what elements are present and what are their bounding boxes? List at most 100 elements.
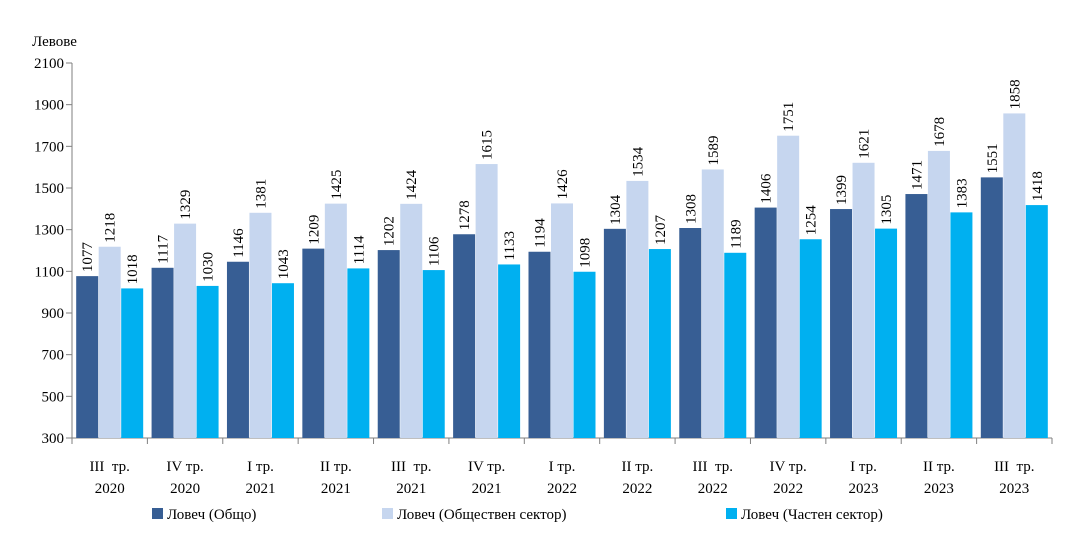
bar (377, 250, 400, 438)
x-tick-label-year: 2021 (472, 481, 502, 497)
x-tick-label-year: 2023 (924, 481, 954, 497)
y-tick-label: 1700 (34, 139, 64, 155)
data-label: 1098 (578, 238, 594, 268)
data-label-background (801, 199, 820, 236)
data-label: 1425 (329, 170, 345, 200)
x-tick-label-quarter: IV тр. (166, 459, 203, 475)
data-label: 1621 (857, 129, 873, 159)
bar (400, 203, 423, 438)
data-label: 1589 (706, 135, 722, 165)
data-label-background (650, 209, 669, 246)
bar (648, 249, 671, 438)
data-label: 1194 (533, 218, 549, 248)
bar (905, 194, 928, 438)
data-label: 1615 (480, 130, 496, 160)
x-tick-label-year: 2022 (622, 481, 652, 497)
bar (1025, 205, 1048, 438)
x-tick-label-year: 2022 (698, 481, 728, 497)
bar (226, 261, 249, 438)
data-label: 1114 (351, 235, 367, 264)
data-label-background (832, 169, 851, 206)
data-label-background (123, 248, 142, 285)
bar (302, 248, 325, 438)
y-tick-label: 700 (42, 348, 65, 364)
bar (754, 207, 777, 438)
data-label-background (982, 137, 1001, 174)
bar (777, 135, 800, 439)
data-label: 1383 (954, 178, 970, 208)
x-tick-label: II тр. 2023 (923, 459, 955, 497)
data-label-background (681, 188, 700, 224)
data-label: 1399 (834, 175, 850, 205)
data-label-background (1027, 165, 1046, 202)
x-tick-label-year: 2020 (95, 481, 125, 497)
bar (950, 212, 973, 438)
data-label: 1308 (683, 194, 699, 224)
x-tick-label-quarter: IV тр. (770, 459, 807, 475)
data-label-background (929, 110, 948, 147)
data-label: 1218 (103, 213, 119, 243)
data-label-background (553, 163, 571, 200)
x-tick-label-quarter: IV тр. (468, 459, 505, 475)
data-label: 1418 (1030, 171, 1046, 201)
data-label-background (756, 167, 775, 204)
data-label-background (198, 245, 217, 282)
data-label: 1209 (306, 215, 322, 245)
data-label: 1133 (502, 231, 518, 260)
data-label-background (477, 124, 496, 161)
data-label: 1426 (555, 169, 571, 200)
x-tick-label-year: 2023 (999, 481, 1029, 497)
data-label: 1018 (125, 254, 141, 284)
x-tick-label: II тр. 2022 (622, 459, 654, 497)
legend-label: Ловеч (Общо) (167, 507, 256, 523)
data-label: 1551 (985, 143, 1001, 173)
bar (121, 288, 144, 438)
bar (76, 276, 99, 438)
x-tick-label-quarter: III тр. (89, 459, 129, 475)
data-label-background (877, 188, 896, 225)
x-tick-label: III тр. 2023 (994, 459, 1034, 497)
bar (852, 162, 875, 438)
data-label: 1751 (781, 102, 797, 132)
data-label: 1207 (653, 215, 669, 246)
data-label: 1030 (201, 252, 217, 282)
bar (875, 228, 898, 438)
data-label: 1305 (879, 195, 895, 225)
data-label-background (530, 211, 549, 248)
y-tick-label: 500 (42, 389, 65, 405)
bar (498, 264, 521, 438)
bar (422, 270, 445, 438)
x-tick-label-quarter: III тр. (994, 459, 1034, 475)
bar (799, 239, 822, 438)
x-tick-label-quarter: I тр. (549, 459, 576, 475)
x-tick-label: I тр. 2021 (245, 459, 275, 497)
data-label-background (379, 210, 398, 247)
bar (347, 268, 370, 438)
bar (927, 150, 950, 438)
legend-swatch (382, 508, 393, 519)
x-tick-label-quarter: II тр. (622, 459, 654, 475)
bar (249, 212, 272, 438)
x-tick-label-year: 2021 (321, 481, 351, 497)
bar (830, 209, 853, 438)
data-label-background (228, 221, 247, 258)
x-tick-label-year: 2023 (849, 481, 879, 497)
bar (980, 177, 1003, 438)
data-label-background (176, 183, 195, 220)
data-label-background (326, 163, 345, 200)
data-label: 1534 (630, 146, 646, 177)
data-label: 1117 (156, 234, 172, 263)
data-label-background (605, 188, 624, 225)
x-tick-label: I тр. 2022 (547, 459, 577, 497)
x-tick-label-year: 2022 (547, 481, 577, 497)
data-label: 1304 (608, 194, 624, 225)
bars (76, 113, 1048, 439)
bar (324, 203, 347, 438)
bar (679, 228, 702, 438)
data-label-background (907, 154, 926, 191)
data-label-background (424, 230, 443, 267)
bar (724, 252, 747, 438)
y-axis-label: Левове (32, 34, 77, 50)
x-tick-label-quarter: I тр. (850, 459, 877, 475)
